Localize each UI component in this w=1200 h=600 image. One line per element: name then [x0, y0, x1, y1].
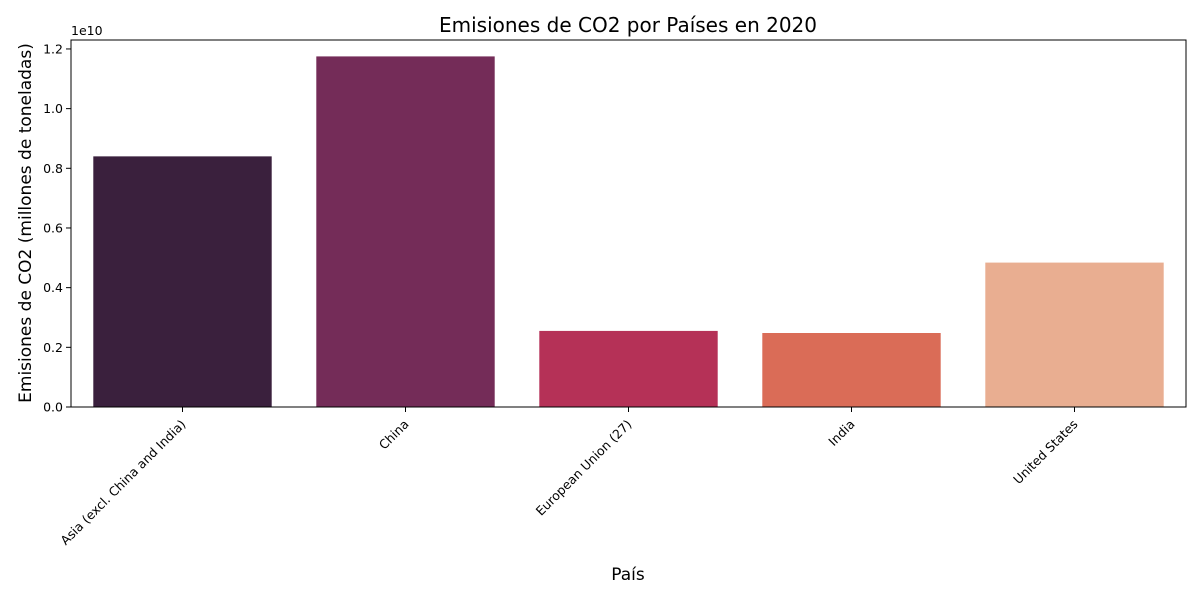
y-axis-offset-label: 1e10 — [71, 23, 103, 38]
y-tick-label: 1.0 — [43, 101, 63, 116]
bar-4 — [985, 262, 1164, 407]
bar-0 — [93, 156, 272, 407]
y-tick-label: 0.2 — [43, 340, 63, 355]
y-axis-label: Emisiones de CO2 (millones de toneladas) — [16, 43, 36, 403]
y-tick-label: 1.2 — [43, 41, 63, 56]
bar-3 — [762, 333, 941, 407]
bar-1 — [316, 56, 495, 407]
bars-group — [93, 56, 1164, 407]
y-axis-ticks: 0.0 0.2 0.4 0.6 0.8 1.0 1.2 — [43, 41, 71, 415]
bar-2 — [539, 330, 718, 407]
y-tick-label: 0.6 — [43, 220, 63, 235]
chart-title: Emisiones de CO2 por Países en 2020 — [439, 13, 817, 37]
x-axis-label: País — [611, 565, 645, 585]
y-tick-label: 0.0 — [43, 400, 63, 415]
y-tick-label: 0.4 — [43, 280, 63, 295]
y-tick-label: 0.8 — [43, 161, 63, 176]
